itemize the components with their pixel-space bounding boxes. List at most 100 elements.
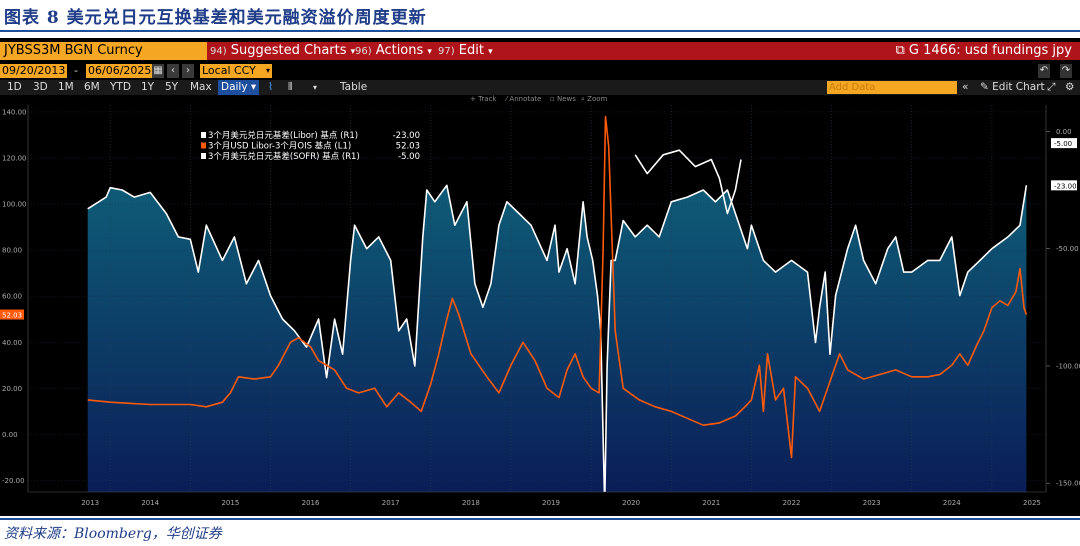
legend-label: 3个月美元兑日元基差(SOFR) 基点 (R1) [208, 151, 360, 162]
x-tick-label: 2021 [702, 499, 720, 507]
line-chart-icon[interactable]: ⌇ [268, 81, 274, 93]
frequency-label: Daily [221, 81, 248, 93]
calendar-icon[interactable]: ▦ [152, 64, 164, 78]
period-1y[interactable]: 1Y [141, 81, 155, 93]
chart-name-label: G 1466: usd fundings jpy [908, 43, 1072, 58]
external-link-icon[interactable]: ⧉ [895, 43, 905, 58]
currency-label: Local CCY [202, 64, 256, 77]
left-value-tag: 52.03 [2, 312, 22, 320]
table-button[interactable]: Table [340, 81, 368, 93]
x-tick-label: 2014 [141, 499, 159, 507]
expand-icon[interactable]: ⤢ [1047, 81, 1056, 93]
basis-area [87, 185, 1027, 492]
menu-number: 94) [210, 46, 227, 57]
news-tool[interactable]: ▫ News [550, 95, 576, 103]
left-value-tag-box [0, 309, 24, 320]
menu-number: 97) [438, 46, 455, 57]
period-ytd[interactable]: YTD [110, 81, 131, 93]
menu-number: 96) [355, 46, 372, 57]
period-bar: 1D 3D 1M 6M YTD 1Y 5Y Max Daily ▾ ⌇ ⫴ ▾ … [0, 80, 1080, 95]
period-6m[interactable]: 6M [84, 81, 100, 93]
redo-icon[interactable]: ↷ [1060, 64, 1072, 78]
currency-select[interactable]: Local CCY ▾ [200, 64, 272, 78]
legend-value: -5.00 [398, 152, 420, 162]
legend-label: 3个月美元兑日元基差(Libor) 基点 (R1) [208, 130, 358, 141]
suggested-charts-menu[interactable]: 94) Suggested Charts ▾ [210, 42, 355, 60]
start-date-field[interactable]: 09/20/2013 [0, 64, 68, 78]
period-1d[interactable]: 1D [7, 81, 22, 93]
x-tick-label: 2017 [382, 499, 400, 507]
tool-label: Annotate [509, 95, 542, 103]
left-tick-label: 20.00 [2, 385, 22, 393]
menu-label: Suggested Charts [230, 43, 347, 58]
chart-name: ⧉ G 1466: usd fundings jpy [895, 42, 1072, 60]
x-tick-label: 2025 [1023, 499, 1041, 507]
chevron-left-icon[interactable]: ‹ [167, 64, 179, 78]
menu-label: Actions [375, 43, 424, 58]
candle-icon[interactable]: ⫴ [288, 81, 293, 93]
ticker-field[interactable]: JYBSS3M BGN Curncy [0, 42, 207, 60]
source-note: 资料来源：Bloomberg，华创证券 [4, 526, 222, 542]
x-tick-label: 2013 [81, 499, 99, 507]
chevron-down-icon: ▾ [265, 66, 270, 75]
track-tool[interactable]: + Track [470, 95, 497, 103]
right-value-tag: -5.00 [1054, 140, 1072, 148]
collapse-icon[interactable]: « [962, 81, 969, 93]
zoom-tool[interactable]: ⌕ Zoom [581, 95, 608, 103]
left-tick-label: 140.00 [2, 108, 27, 116]
x-tick-label: 2016 [302, 499, 320, 507]
period-1m[interactable]: 1M [58, 81, 74, 93]
edit-menu[interactable]: 97) Edit ▾ [438, 42, 493, 60]
tool-label: Track [478, 95, 497, 103]
right-tick-label: 0.00 [1056, 128, 1072, 136]
chart-toolbar: + Track ⁄ Annotate ▫ News ⌕ Zoom [0, 95, 1080, 105]
x-tick-label: 2019 [542, 499, 560, 507]
period-3d[interactable]: 3D [33, 81, 48, 93]
actions-menu[interactable]: 96) Actions ▾ [355, 42, 432, 60]
chevron-down-icon: ▾ [350, 47, 356, 57]
x-tick-label: 2015 [221, 499, 239, 507]
annotate-tool[interactable]: ⁄ Annotate [506, 95, 542, 103]
chevron-right-icon[interactable]: › [182, 64, 194, 78]
edit-chart-label: Edit Chart [992, 81, 1045, 93]
x-tick-label: 2024 [943, 499, 961, 507]
right-value-tag-box [1051, 138, 1077, 149]
date-bar: 09/20/2013 - 06/06/2025 ▦ ‹ › Local CCY … [0, 63, 1080, 79]
add-data-input[interactable]: Add Data [827, 81, 957, 94]
menu-bar: JYBSS3M BGN Curncy 94) Suggested Charts … [0, 42, 1080, 60]
period-5y[interactable]: 5Y [165, 81, 179, 93]
basis-sofr-line [634, 149, 742, 215]
chevron-down-icon[interactable]: ▾ [313, 83, 318, 92]
edit-chart-button[interactable]: ✎ Edit Chart [980, 81, 1045, 93]
end-date-field[interactable]: 06/06/2025 [86, 64, 154, 78]
chevron-down-icon: ▾ [427, 47, 432, 57]
legend-label: 3个月USD Libor-3个月OIS 基点 (L1) [208, 141, 351, 152]
legend-swatch [201, 142, 206, 149]
left-tick-label: 100.00 [2, 201, 27, 209]
legend-swatch [201, 153, 206, 159]
bloomberg-terminal: JYBSS3M BGN Curncy 94) Suggested Charts … [0, 38, 1080, 516]
x-tick-label: 2022 [783, 499, 801, 507]
left-tick-label: 0.00 [2, 431, 18, 439]
period-max[interactable]: Max [190, 81, 212, 93]
x-tick-label: 2023 [863, 499, 881, 507]
left-tick-label: 40.00 [2, 339, 22, 347]
left-tick-label: 60.00 [2, 293, 22, 301]
date-separator: - [74, 64, 78, 77]
left-tick-label: 120.00 [2, 154, 27, 162]
right-tick-label: -100.00 [1056, 362, 1080, 370]
left-tick-label: 80.00 [2, 247, 22, 255]
title-rule [0, 30, 1080, 32]
chart-canvas: 2013 2014 2015 2016 2017 2018 2019 2020 2021 2022… [0, 105, 1080, 507]
undo-icon[interactable]: ↶ [1038, 64, 1050, 78]
right-value-tag: -23.00 [1054, 182, 1077, 190]
right-tick-label: -50.00 [1056, 245, 1079, 253]
gear-icon[interactable]: ⚙ [1065, 81, 1075, 93]
menu-label: Edit [458, 43, 484, 58]
right-value-tag-box [1051, 180, 1077, 191]
left-tick-label: -20.00 [2, 477, 25, 485]
figure-title: 图表 8 美元兑日元互换基差和美元融资溢价周度更新 [4, 8, 427, 28]
tool-label: Zoom [587, 95, 608, 103]
frequency-select[interactable]: Daily ▾ [218, 80, 260, 95]
right-tick-label: -150.00 [1056, 480, 1080, 488]
